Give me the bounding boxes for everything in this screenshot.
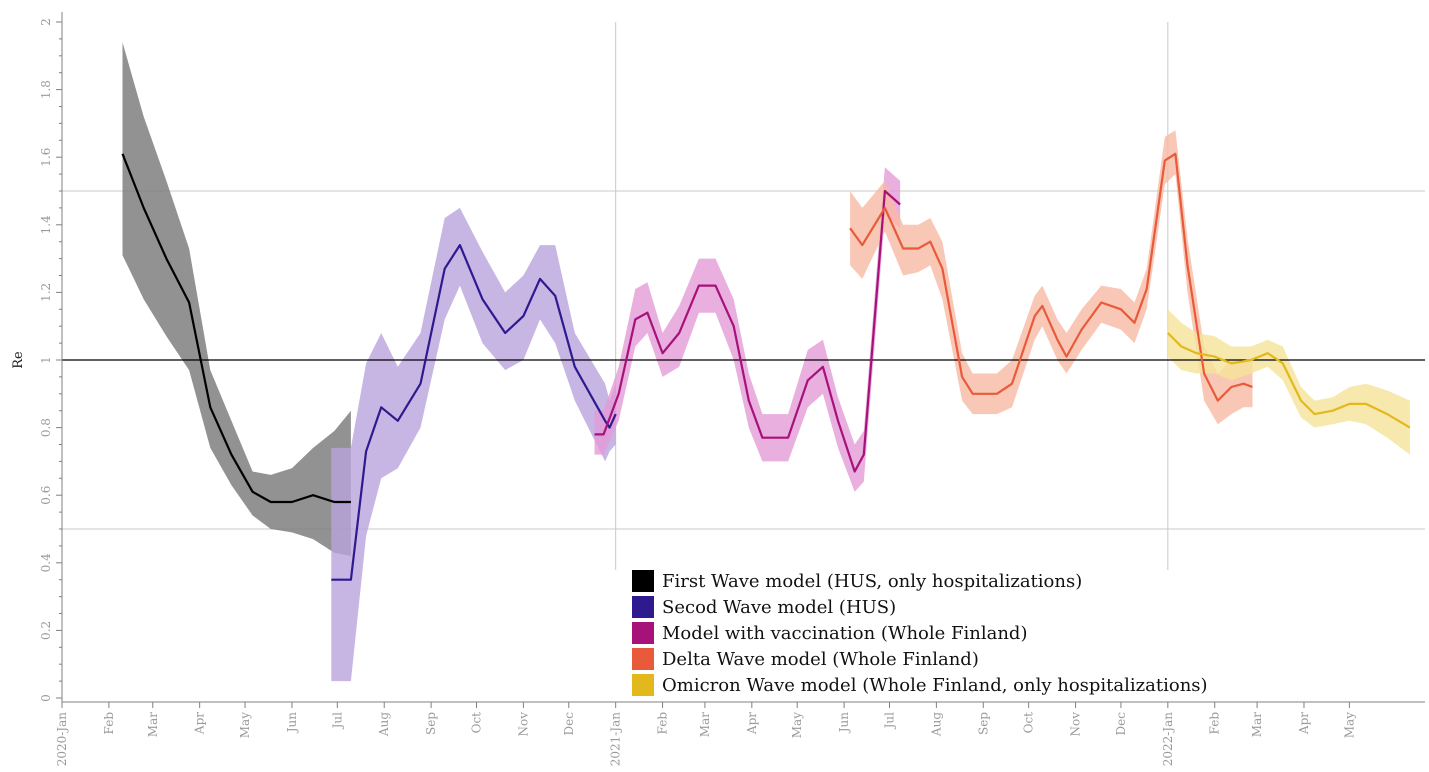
x-tick-label: Apr [1297,712,1311,735]
y-tick-label: 1.2 [39,283,53,302]
x-tick-label: Apr [745,712,759,735]
x-tick-label: May [790,712,804,738]
y-tick-label: 1.6 [39,148,53,167]
legend-label-vaccination: Model with vaccination (Whole Finland) [662,622,1028,644]
legend-label-second-wave: Secod Wave model (HUS) [662,596,897,618]
confidence-band-4 [1167,309,1410,455]
series-line-4 [1167,332,1411,429]
x-tick-label: Feb [1208,712,1222,735]
y-tick-label: 0.2 [39,621,53,640]
y-tick-label: 0.4 [39,553,53,572]
confidence-band-1 [331,207,616,682]
y-axis-label: Re [11,351,26,369]
legend: First Wave model (HUS, only hospitalizat… [632,568,1208,698]
axes: 0 0.2 0.4 0.6 0.8 1 1.2 1.4 1.6 1.8 2 2020-Jan Feb Ma… [39,12,1425,766]
x-tick-label: Feb [656,712,670,735]
legend-label-delta: Delta Wave model (Whole Finland) [662,648,979,670]
x-tick-label: Sep [424,712,438,735]
x-tick-label: Dec [562,712,576,736]
series-lines [62,152,1425,581]
x-tick-label: Jun [285,712,299,735]
confidence-bands [122,42,1410,682]
legend-swatch-vaccination [632,622,654,644]
y-tick-label: 1 [39,356,53,364]
legend-label-first-wave: First Wave model (HUS, only hospitalizat… [662,570,1083,592]
x-tick-label: 2021-Jan [609,712,623,767]
y-tick-label: 0.8 [39,418,53,437]
y-tick-label: 0 [39,694,53,702]
x-tick-label: Mar [1250,712,1264,737]
legend-item: Delta Wave model (Whole Finland) [632,646,1208,672]
legend-item: First Wave model (HUS, only hospitalizat… [632,568,1208,594]
x-tick-label: Sep [976,712,990,735]
legend-swatch-first-wave [632,570,654,592]
legend-label-omicron: Omicron Wave model (Whole Finland, only … [662,674,1208,696]
x-tick-label: Mar [698,712,712,737]
legend-item: Model with vaccination (Whole Finland) [632,620,1208,646]
x-tick-label: Nov [516,712,530,737]
series-line-2 [594,189,901,473]
y-tick-label: 0.6 [39,486,53,505]
legend-swatch-omicron [632,674,654,696]
legend-swatch-delta [632,648,654,670]
x-tick-label: Oct [470,712,484,734]
legend-item: Secod Wave model (HUS) [632,594,1208,620]
confidence-band-3 [850,130,1253,425]
x-tick-label: Aug [377,712,391,737]
x-tick-label: May [1342,712,1356,738]
x-tick-label: Jul [883,712,897,731]
series-line-3 [849,152,1253,402]
x-tick-label: Feb [102,712,116,735]
y-tick-label: 2 [39,18,53,26]
x-tick-label: Jun [837,712,851,735]
legend-item: Omicron Wave model (Whole Finland, only … [632,672,1208,698]
x-tick-label: Jul [330,712,344,731]
x-tick-label: Mar [146,712,160,737]
series-line-0 [121,153,351,504]
confidence-band-2 [594,167,901,492]
legend-swatch-second-wave [632,596,654,618]
x-tick-label: Nov [1069,712,1083,737]
x-tick-label: Oct [1022,712,1036,734]
x-tick-label: Aug [929,712,943,737]
series-line-1 [331,244,617,581]
x-tick-label: Dec [1114,712,1128,736]
x-tick-label: Apr [193,712,207,735]
x-tick-label: May [238,712,252,738]
confidence-band-0 [122,42,351,557]
x-tick-label: 2020-Jan [55,712,69,767]
y-tick-label: 1.8 [39,80,53,99]
x-tick-label: 2022-Jan [1161,712,1175,767]
y-tick-label: 1.4 [39,215,53,234]
